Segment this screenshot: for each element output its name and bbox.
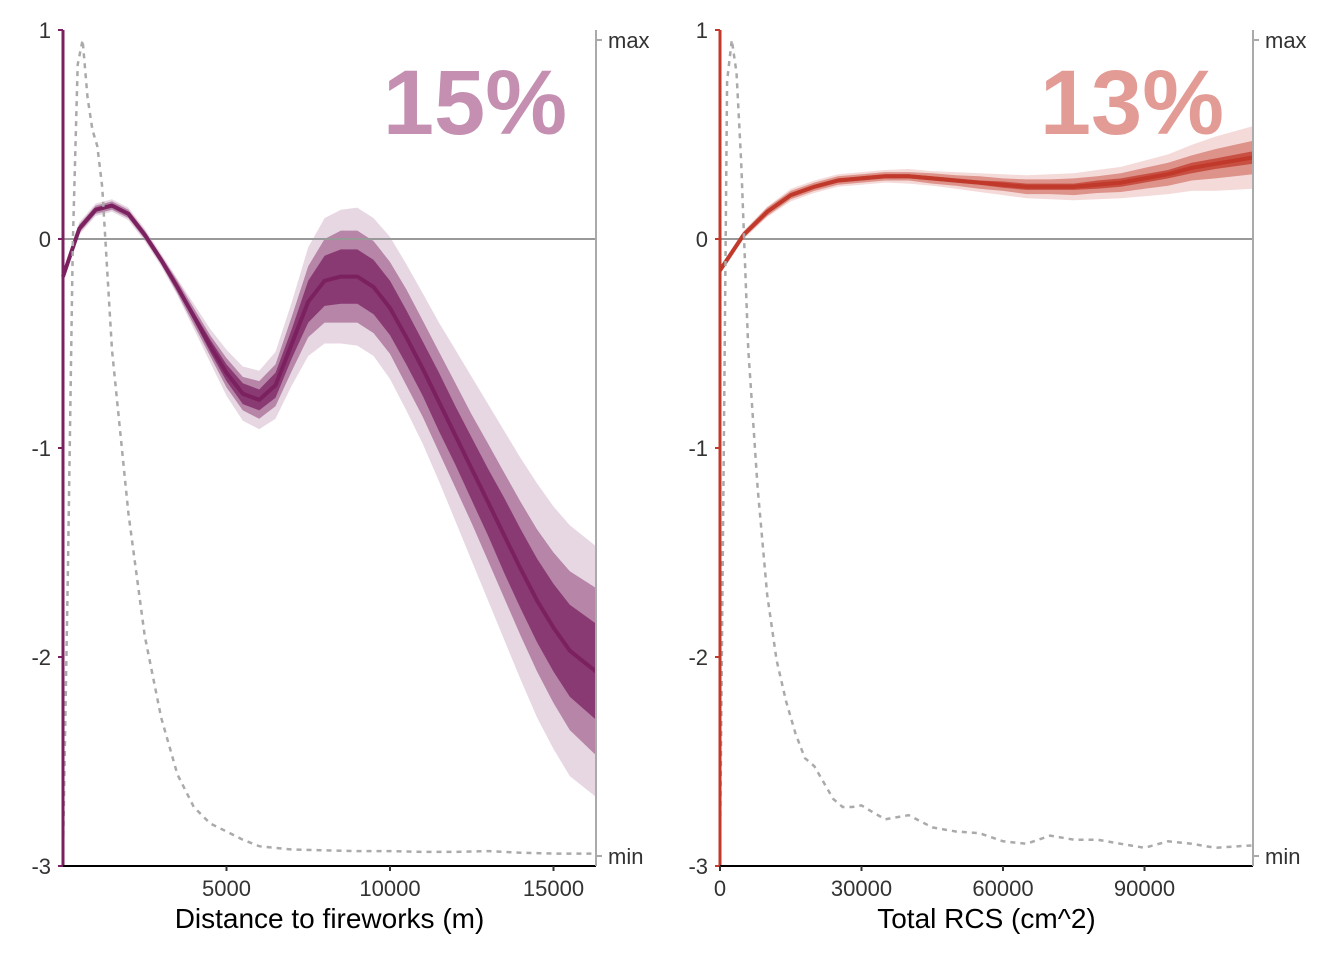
secondary-tick-label: max (1265, 28, 1307, 53)
x-axis-title: Total RCS (cm^2) (877, 903, 1096, 934)
y-tick-label: 0 (696, 227, 708, 252)
percent-label: 13% (1040, 52, 1224, 154)
secondary-tick-label: max (608, 28, 650, 53)
band-middle (720, 140, 1253, 274)
panel-1: 1 0 -1 -2 -3 5000 10000 15000 Distance to firewo… (31, 18, 649, 934)
x-tick-label: 60000 (972, 876, 1033, 901)
y-tick-label: -1 (31, 436, 51, 461)
x-axis-title: Distance to fireworks (m) (175, 903, 485, 934)
y-tick-label: 1 (696, 18, 708, 43)
density-line (718, 39, 1254, 857)
percent-label: 15% (383, 52, 567, 154)
y-tick-label: -3 (31, 854, 51, 879)
mean-line (61, 203, 598, 674)
x-tick-label: 30000 (831, 876, 892, 901)
x-tick-label: 90000 (1114, 876, 1175, 901)
x-tick-label: 15000 (523, 876, 584, 901)
secondary-tick-label: min (608, 844, 643, 869)
x-tick-label: 0 (714, 876, 726, 901)
band-inner (720, 151, 1253, 273)
secondary-tick-label: min (1265, 844, 1300, 869)
y-tick-label: -1 (688, 436, 708, 461)
y-tick-label: 1 (39, 18, 51, 43)
mean-line (718, 155, 1254, 272)
y-tick-label: -2 (688, 645, 708, 670)
y-tick-label: -3 (688, 854, 708, 879)
density-line (61, 39, 596, 857)
y-tick-label: 0 (39, 227, 51, 252)
y-tick-label: -2 (31, 645, 51, 670)
x-tick-label: 5000 (202, 876, 251, 901)
x-tick-label: 10000 (359, 876, 420, 901)
